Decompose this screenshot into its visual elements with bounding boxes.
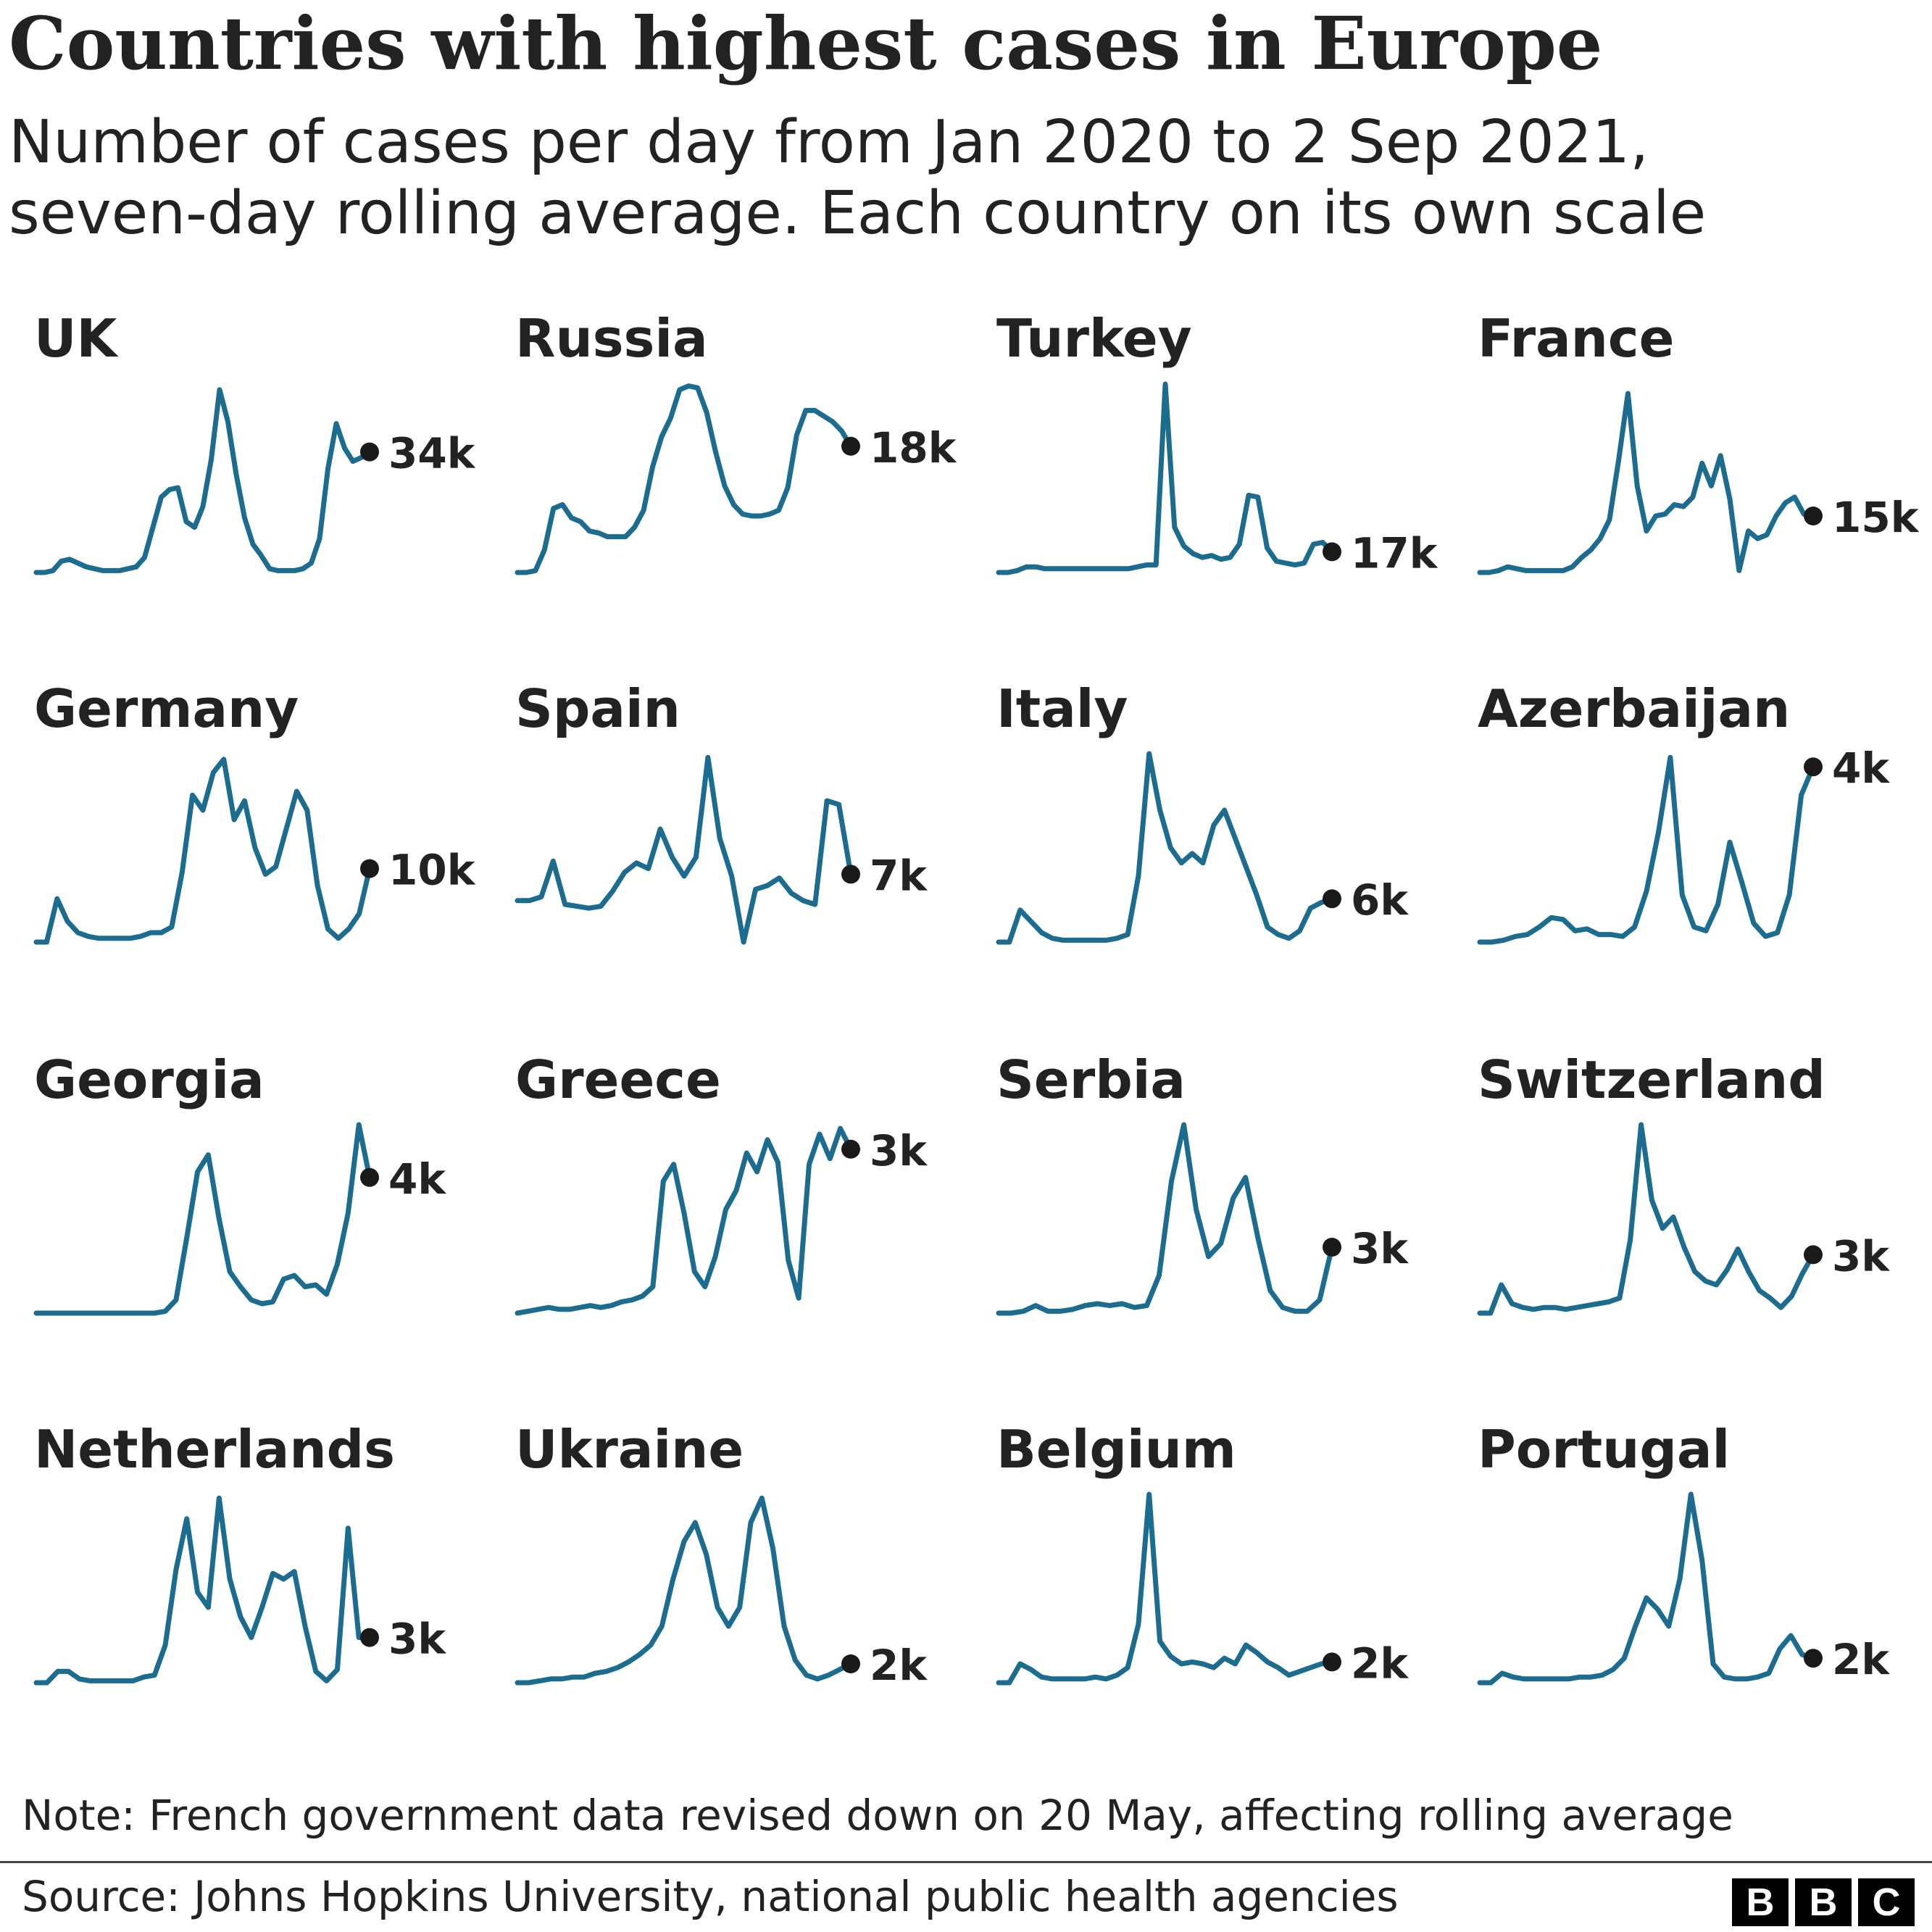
panel-france: France 15k: [1477, 308, 1920, 575]
source-text: Source: Johns Hopkins University, nation…: [22, 1872, 1399, 1921]
latest-point-italy: [1323, 889, 1341, 909]
series-line-portugal: [1477, 1491, 1816, 1686]
country-label-spain: Spain: [515, 678, 680, 739]
latest-value-label-russia: 18k: [870, 423, 957, 472]
latest-point-uk: [360, 442, 379, 462]
latest-point-switzerland: [1804, 1245, 1823, 1265]
latest-point-portugal: [1804, 1649, 1823, 1668]
country-label-belgium: Belgium: [996, 1419, 1236, 1480]
latest-point-france: [1804, 507, 1823, 525]
country-label-portugal: Portugal: [1478, 1419, 1730, 1480]
bbc-logo: B B C: [1732, 1878, 1915, 1926]
series-line-france: [1477, 391, 1816, 575]
panel-germany: Germany 10k: [33, 678, 476, 945]
latest-value-label-germany: 10k: [388, 846, 476, 895]
country-label-uk: UK: [34, 308, 118, 369]
latest-point-netherlands: [360, 1628, 379, 1647]
series-line-serbia: [996, 1122, 1335, 1316]
latest-point-russia: [841, 436, 860, 456]
latest-value-label-turkey: 17k: [1351, 528, 1438, 578]
country-label-greece: Greece: [515, 1049, 721, 1110]
country-label-germany: Germany: [34, 678, 299, 739]
chart-title: Countries with highest cases in Europe: [9, 1, 1603, 86]
latest-value-label-belgium: 2k: [1351, 1639, 1409, 1688]
series-line-switzerland: [1477, 1122, 1816, 1316]
latest-point-ukraine: [841, 1654, 860, 1673]
panel-russia: Russia 18k: [515, 308, 957, 575]
series-line-belgium: [996, 1491, 1335, 1686]
latest-point-germany: [360, 859, 379, 878]
panel-switzerland: Switzerland 3k: [1477, 1049, 1890, 1316]
latest-value-label-portugal: 2k: [1832, 1635, 1890, 1684]
latest-point-spain: [841, 865, 860, 884]
subtitle-line-1: Number of cases per day from Jan 2020 to…: [9, 108, 1649, 177]
series-line-italy: [996, 751, 1335, 945]
latest-value-label-italy: 6k: [1351, 875, 1409, 925]
series-line-turkey: [996, 381, 1335, 575]
country-label-italy: Italy: [996, 678, 1128, 739]
panel-spain: Spain 7k: [515, 678, 928, 945]
country-label-france: France: [1478, 308, 1674, 369]
country-label-netherlands: Netherlands: [34, 1419, 395, 1480]
series-line-azerbaijan: [1477, 754, 1816, 945]
footnote: Note: French government data revised dow…: [22, 1791, 1733, 1840]
series-line-netherlands: [33, 1495, 372, 1686]
latest-value-label-uk: 34k: [388, 429, 476, 478]
series-line-uk: [33, 387, 372, 575]
country-label-ukraine: Ukraine: [515, 1419, 744, 1480]
chart-subtitle: Number of cases per day from Jan 2020 to…: [9, 107, 1893, 249]
series-line-greece: [515, 1125, 854, 1316]
panel-ukraine: Ukraine 2k: [515, 1419, 928, 1690]
country-label-georgia: Georgia: [34, 1049, 265, 1110]
panel-azerbaijan: Azerbaijan 4k: [1477, 678, 1890, 945]
series-line-ukraine: [515, 1495, 854, 1686]
series-line-georgia: [33, 1122, 372, 1316]
country-label-serbia: Serbia: [996, 1049, 1186, 1110]
latest-value-label-switzerland: 3k: [1832, 1231, 1890, 1281]
subtitle-line-2: seven-day rolling average. Each country …: [9, 179, 1707, 248]
latest-value-label-greece: 3k: [870, 1126, 928, 1175]
latest-point-belgium: [1323, 1652, 1341, 1672]
country-label-azerbaijan: Azerbaijan: [1478, 678, 1790, 739]
panel-turkey: Turkey 17k: [996, 308, 1438, 578]
latest-value-label-france: 15k: [1832, 493, 1920, 542]
latest-value-label-spain: 7k: [870, 851, 928, 900]
panel-georgia: Georgia 4k: [33, 1049, 446, 1316]
logo-letter-b1: B: [1732, 1878, 1789, 1926]
latest-point-turkey: [1323, 542, 1341, 562]
series-line-spain: [515, 754, 854, 945]
country-label-russia: Russia: [515, 308, 708, 369]
panel-serbia: Serbia 3k: [996, 1049, 1409, 1316]
series-line-germany: [33, 757, 372, 945]
latest-value-label-netherlands: 3k: [388, 1615, 446, 1664]
panel-portugal: Portugal 2k: [1477, 1419, 1890, 1686]
latest-value-label-ukraine: 2k: [870, 1641, 928, 1690]
latest-value-label-georgia: 4k: [388, 1154, 446, 1204]
panel-netherlands: Netherlands 3k: [33, 1419, 446, 1686]
latest-point-azerbaijan: [1804, 757, 1823, 777]
logo-letter-b2: B: [1795, 1878, 1852, 1926]
latest-point-georgia: [360, 1167, 379, 1187]
series-line-russia: [515, 383, 854, 575]
logo-letter-c: C: [1858, 1878, 1915, 1926]
latest-value-label-serbia: 3k: [1351, 1224, 1409, 1273]
country-label-switzerland: Switzerland: [1478, 1049, 1825, 1110]
country-label-turkey: Turkey: [996, 308, 1192, 369]
latest-point-serbia: [1323, 1238, 1341, 1257]
latest-point-greece: [841, 1139, 860, 1159]
panel-greece: Greece 3k: [515, 1049, 928, 1316]
panel-italy: Italy 6k: [996, 678, 1409, 945]
panel-belgium: Belgium 2k: [996, 1419, 1409, 1688]
footer-divider: [0, 1861, 1932, 1863]
panel-uk: UK 34k: [33, 308, 476, 575]
latest-value-label-azerbaijan: 4k: [1832, 744, 1890, 793]
